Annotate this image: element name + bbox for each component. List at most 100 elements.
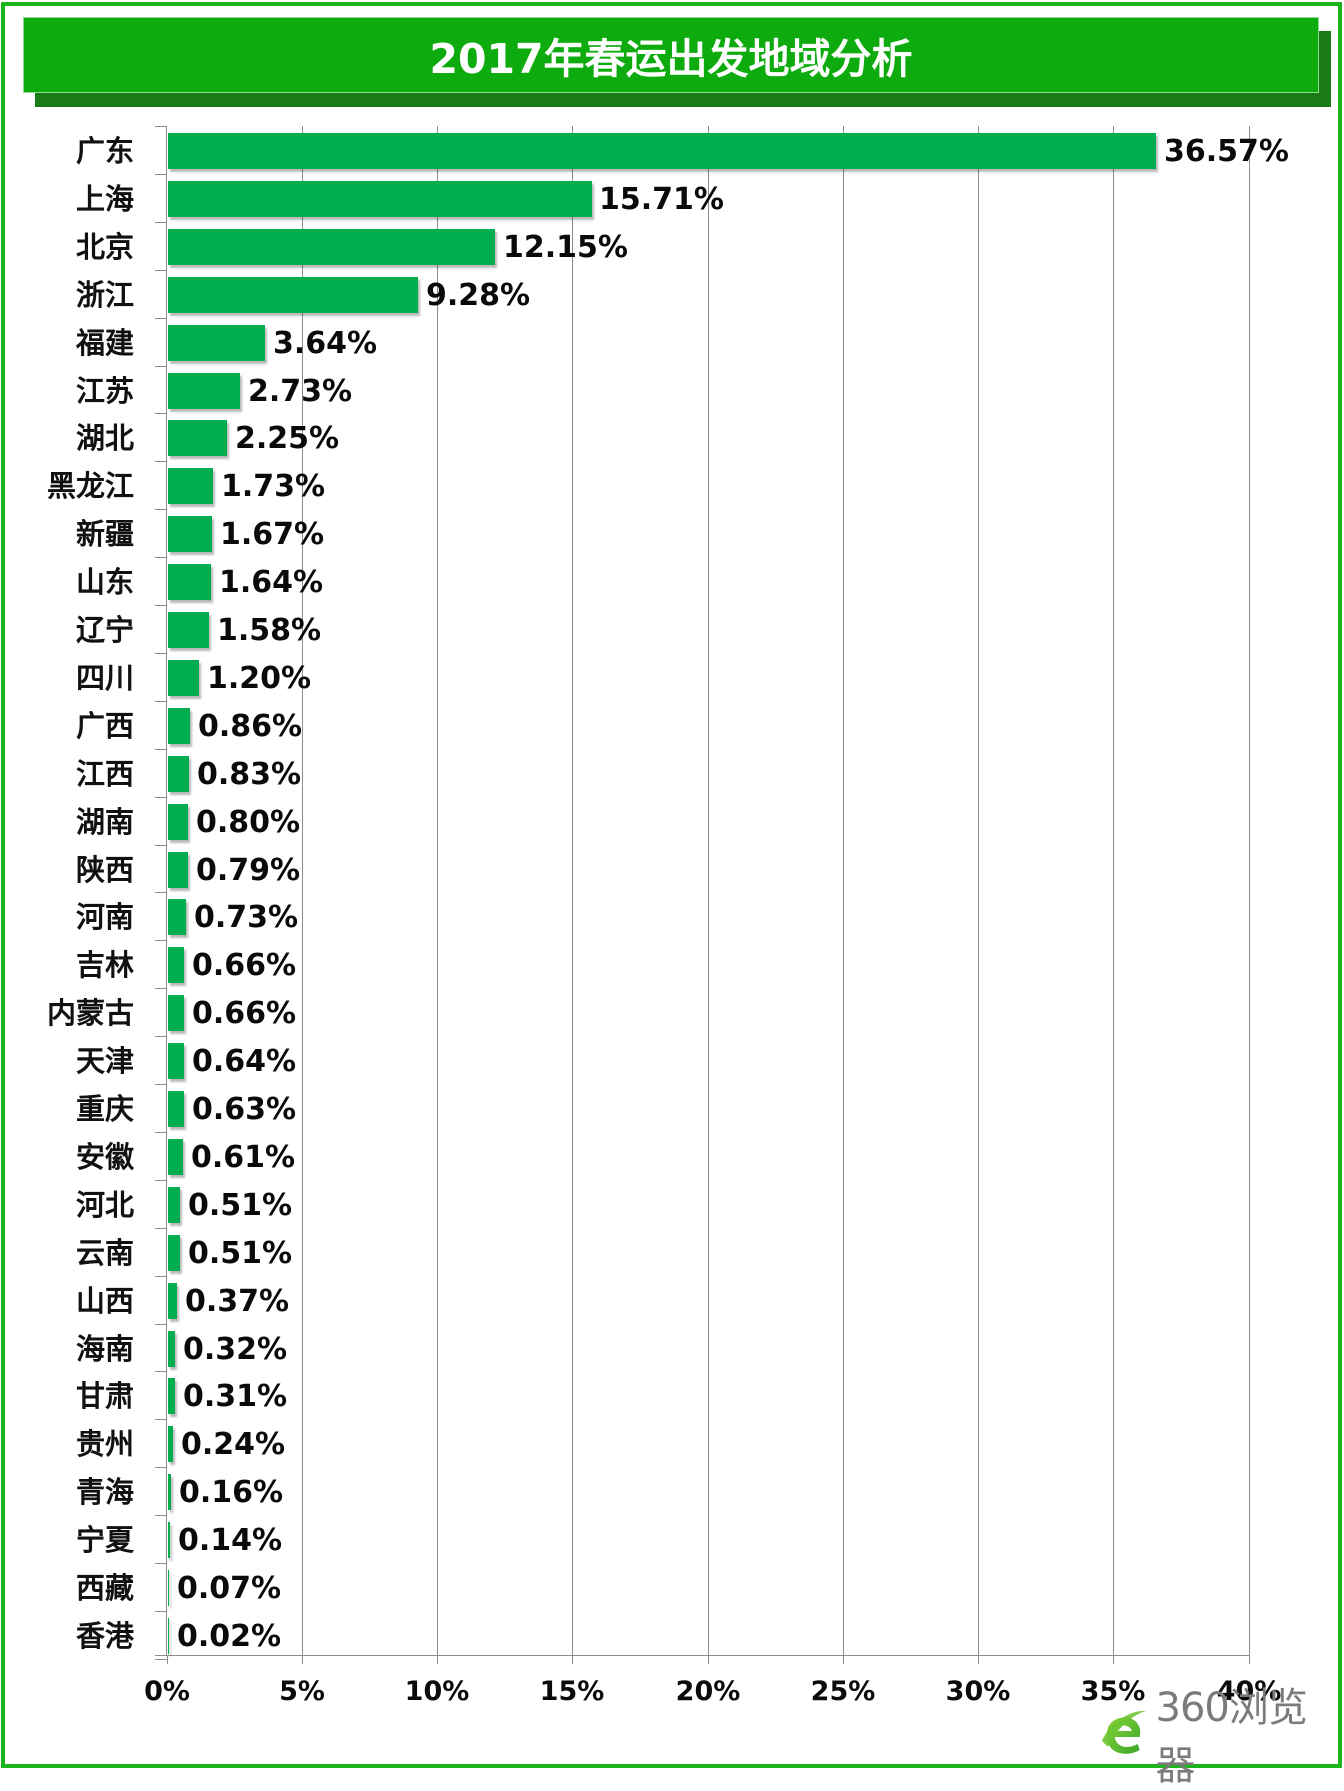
y-tick xyxy=(155,222,167,223)
bar xyxy=(168,1570,169,1606)
value-label: 0.80% xyxy=(196,805,301,840)
category-label: 云南 xyxy=(75,1236,134,1270)
value-label: 1.20% xyxy=(207,661,312,696)
y-tick xyxy=(155,1611,167,1612)
y-tick xyxy=(155,1563,167,1564)
bar xyxy=(168,133,1156,169)
bar xyxy=(168,947,185,983)
x-tick-mark xyxy=(437,1655,438,1664)
bar xyxy=(168,660,199,696)
category-label: 福建 xyxy=(75,326,134,360)
x-tick-mark xyxy=(167,1655,168,1664)
bar xyxy=(168,1522,171,1558)
y-tick xyxy=(155,1276,167,1277)
value-label: 3.64% xyxy=(273,326,378,361)
y-tick xyxy=(155,413,167,414)
category-label: 安徽 xyxy=(75,1140,134,1174)
category-label: 山东 xyxy=(75,565,134,599)
bar xyxy=(168,852,188,888)
value-label: 0.32% xyxy=(183,1332,288,1367)
value-label: 0.86% xyxy=(198,709,303,744)
y-tick xyxy=(155,605,167,606)
y-tick xyxy=(155,1467,167,1468)
y-tick xyxy=(155,892,167,893)
value-label: 1.58% xyxy=(217,613,322,648)
bar xyxy=(168,516,212,552)
value-label: 0.24% xyxy=(181,1427,286,1462)
category-label: 新疆 xyxy=(75,517,134,551)
x-tick-label: 15% xyxy=(539,1676,605,1707)
value-label: 36.57% xyxy=(1164,134,1289,169)
value-label: 0.51% xyxy=(188,1188,293,1223)
value-label: 0.61% xyxy=(191,1140,296,1175)
value-label: 0.07% xyxy=(177,1571,282,1606)
x-tick-mark xyxy=(708,1655,709,1664)
category-label: 香港 xyxy=(75,1619,134,1653)
category-label: 湖南 xyxy=(75,805,134,839)
bar xyxy=(168,1618,169,1654)
value-label: 0.31% xyxy=(183,1379,288,1414)
bar xyxy=(168,995,185,1031)
y-tick xyxy=(155,1515,167,1516)
category-label: 湖北 xyxy=(75,421,134,455)
category-label: 浙江 xyxy=(75,278,134,312)
x-tick-mark xyxy=(843,1655,844,1664)
y-tick xyxy=(155,1132,167,1133)
y-tick xyxy=(155,797,167,798)
bar xyxy=(168,1091,184,1127)
x-tick-label: 40% xyxy=(1216,1676,1282,1707)
bar xyxy=(168,373,241,409)
x-tick-label: 5% xyxy=(279,1676,325,1707)
category-label: 海南 xyxy=(75,1332,134,1366)
y-tick xyxy=(155,749,167,750)
value-label: 0.51% xyxy=(188,1236,293,1271)
bar xyxy=(168,420,228,456)
value-label: 1.73% xyxy=(221,469,326,504)
y-tick xyxy=(155,366,167,367)
value-label: 1.64% xyxy=(219,565,324,600)
category-label: 宁夏 xyxy=(75,1523,134,1557)
bar xyxy=(168,1235,181,1271)
category-label: 黑龙江 xyxy=(46,469,134,503)
x-tick-label: 20% xyxy=(675,1676,741,1707)
category-label: 西藏 xyxy=(75,1571,134,1605)
value-label: 0.63% xyxy=(192,1092,297,1127)
y-tick xyxy=(155,1036,167,1037)
gridline xyxy=(978,126,979,1664)
bar xyxy=(168,899,187,935)
watermark-brand-text: 360浏览器 xyxy=(1155,1685,1308,1789)
y-tick xyxy=(155,318,167,319)
y-tick xyxy=(155,1659,167,1660)
y-tick xyxy=(155,270,167,271)
value-label: 0.73% xyxy=(194,900,299,935)
bar xyxy=(168,1331,176,1367)
x-tick-label: 10% xyxy=(404,1676,470,1707)
category-label: 山西 xyxy=(75,1284,134,1318)
y-tick xyxy=(155,1180,167,1181)
title-banner: 2017年春运出发地域分析 xyxy=(23,17,1319,93)
y-tick xyxy=(155,845,167,846)
bar xyxy=(168,1378,175,1414)
y-tick xyxy=(155,174,167,175)
value-label: 0.14% xyxy=(178,1523,283,1558)
y-tick xyxy=(155,1084,167,1085)
gridline xyxy=(843,126,844,1664)
value-label: 1.67% xyxy=(220,517,325,552)
x-tick-label: 30% xyxy=(945,1676,1011,1707)
value-label: 0.83% xyxy=(197,757,302,792)
category-label: 北京 xyxy=(75,230,134,264)
x-tick-mark xyxy=(1113,1655,1114,1664)
value-label: 0.79% xyxy=(196,853,301,888)
bar xyxy=(168,756,189,792)
category-label: 上海 xyxy=(75,182,134,216)
x-tick-mark xyxy=(978,1655,979,1664)
value-label: 9.28% xyxy=(426,278,531,313)
category-label: 内蒙古 xyxy=(46,996,134,1030)
gridline xyxy=(302,126,303,1664)
category-label: 四川 xyxy=(75,661,134,695)
category-label: 青海 xyxy=(75,1475,134,1509)
category-label: 天津 xyxy=(75,1044,134,1078)
category-label: 贵州 xyxy=(75,1427,134,1461)
